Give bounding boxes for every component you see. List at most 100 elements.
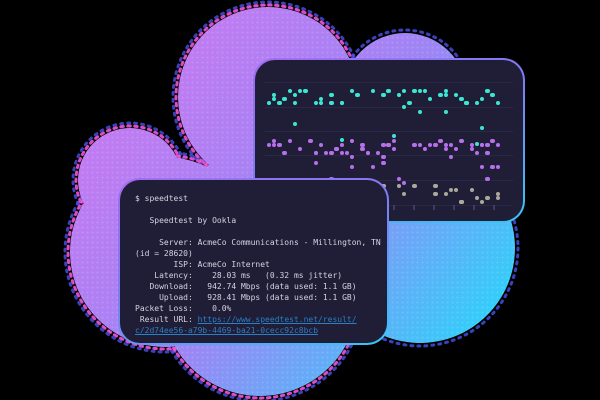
dot-teal-sparse xyxy=(474,141,480,147)
dot-teal-dense xyxy=(318,96,324,102)
result-url-wrap-line: c/2d74ee56-a79b-4469-ba21-0cecc92c8bcb xyxy=(135,325,373,336)
dot-purple-dense xyxy=(381,154,386,160)
dot-teal-dense xyxy=(381,92,386,98)
dot-purple-dense xyxy=(443,142,449,148)
dot-teal-dense xyxy=(292,92,298,98)
dot-purple-dense xyxy=(334,146,339,152)
dot-gray-dense xyxy=(479,199,485,205)
dot-gray-dense xyxy=(474,195,480,201)
dot-teal-dense xyxy=(339,100,345,106)
dot-teal-dense xyxy=(329,92,334,98)
dot-purple-dense xyxy=(427,142,433,148)
blank-line xyxy=(135,204,373,215)
dot-teal-dense xyxy=(318,100,324,106)
dot-gray-dense xyxy=(443,191,449,197)
chart-gridline xyxy=(265,131,513,132)
dot-teal-dense xyxy=(313,100,319,106)
dot-purple-dense xyxy=(495,142,501,148)
dot-purple-dense xyxy=(297,146,303,152)
dot-purple-dense xyxy=(344,150,350,156)
dot-teal-dense xyxy=(271,96,277,102)
dot-purple-dense xyxy=(422,146,428,152)
dot-teal-dense xyxy=(490,92,495,98)
dot-purple-sparse xyxy=(370,164,376,170)
dot-gray-dense xyxy=(396,183,402,189)
dot-purple-dense xyxy=(339,150,345,156)
dot-purple-dense xyxy=(433,142,438,148)
dot-teal-dense xyxy=(370,88,376,94)
dot-gray-dense xyxy=(433,183,438,189)
dot-teal-dense xyxy=(495,100,501,106)
dot-teal-dense xyxy=(464,100,469,106)
dot-teal-sparse xyxy=(391,133,397,139)
dot-purple-dense xyxy=(308,138,313,144)
dot-gray-dense xyxy=(433,191,438,197)
server-id-line: (id = 28620) xyxy=(135,249,193,258)
dot-teal-dense xyxy=(443,88,449,94)
chart-gridline xyxy=(265,107,513,108)
dot-purple-dense xyxy=(438,138,443,144)
axis-tick xyxy=(433,205,435,210)
dot-purple-dense xyxy=(479,142,485,148)
dot-purple-dense xyxy=(453,146,459,152)
dot-gray-dense xyxy=(459,199,464,205)
dot-purple-dense xyxy=(485,150,490,156)
dot-purple-dense xyxy=(313,150,319,156)
dot-purple-dense xyxy=(282,150,287,156)
dot-gray-dense xyxy=(495,191,501,197)
dot-teal-dense xyxy=(474,100,480,106)
terminal-prompt-line: $ speedtest xyxy=(135,194,188,203)
dot-purple-dense xyxy=(271,142,277,148)
dot-gray-dense xyxy=(495,195,501,201)
dot-purple-dense xyxy=(412,142,417,148)
dot-teal-sparse xyxy=(417,109,423,115)
result-url-link-continued[interactable]: c/2d74ee56-a79b-4469-ba21-0cecc92c8bcb xyxy=(135,326,319,335)
result-url-label: Result URL: xyxy=(135,315,198,324)
dot-teal-dense xyxy=(485,88,490,94)
dot-teal-sparse xyxy=(443,109,449,115)
dot-purple-dense xyxy=(448,154,454,160)
dot-purple-dense xyxy=(474,150,480,156)
dot-purple-dense xyxy=(443,146,449,152)
dot-purple-sparse xyxy=(495,164,501,170)
dot-teal-dense xyxy=(355,92,360,98)
dot-teal-dense xyxy=(277,100,282,106)
packet-loss-line: Packet Loss: 0.0% xyxy=(135,304,232,313)
dot-purple-dense xyxy=(490,138,495,144)
dot-purple-dense xyxy=(339,142,345,148)
dot-purple-dense xyxy=(375,150,381,156)
dot-purple-dense xyxy=(329,150,334,156)
dot-purple-dense xyxy=(381,142,386,148)
dot-purple-dense xyxy=(360,146,365,152)
dot-purple-dense xyxy=(485,142,490,148)
dot-teal-dense xyxy=(266,100,272,106)
chart-gridline xyxy=(265,82,513,83)
upload-line: Upload: 928.41 Mbps (data used: 1.1 GB) xyxy=(135,293,357,302)
dot-teal-sparse xyxy=(339,137,345,143)
dot-teal-dense xyxy=(443,92,449,98)
dot-purple-dense xyxy=(349,138,355,144)
dot-purple-dense xyxy=(318,142,324,148)
dot-teal-dense xyxy=(396,92,402,98)
axis-tick xyxy=(453,205,455,210)
dot-teal-dense xyxy=(401,88,407,94)
dot-purple-dense xyxy=(386,142,391,148)
dot-teal-dense xyxy=(271,92,277,98)
dot-teal-dense xyxy=(459,96,464,102)
dot-purple-dense xyxy=(417,142,423,148)
dot-teal-sparse xyxy=(292,121,298,127)
dot-teal-dense xyxy=(412,88,417,94)
dot-purple-dense xyxy=(277,142,282,148)
dot-gray-dense xyxy=(448,187,454,193)
result-url-link[interactable]: https://www.speedtest.net/result/ xyxy=(197,315,357,324)
dot-gray-dense xyxy=(485,195,490,201)
dot-teal-dense xyxy=(303,88,308,94)
dot-gray-dense xyxy=(412,183,417,189)
isp-line: ISP: AcmeCo Internet xyxy=(135,260,270,269)
dot-purple-sparse xyxy=(490,164,495,170)
dot-teal-dense xyxy=(427,96,433,102)
dot-purple-dense xyxy=(349,154,355,160)
terminal-panel: $ speedtest Speedtest by Ookla Server: A… xyxy=(118,178,389,345)
dot-purple-dense xyxy=(448,142,454,148)
